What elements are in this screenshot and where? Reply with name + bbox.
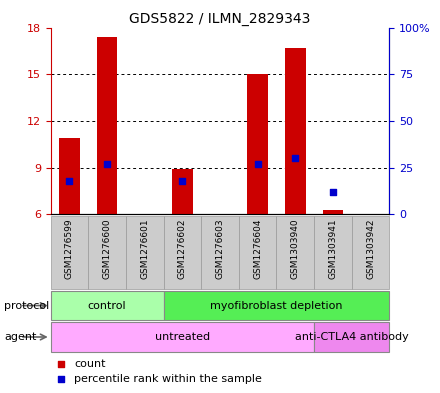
Point	[254, 161, 261, 167]
Text: GSM1276604: GSM1276604	[253, 219, 262, 279]
Text: GSM1276600: GSM1276600	[103, 219, 112, 279]
Text: GDS5822 / ILMN_2829343: GDS5822 / ILMN_2829343	[129, 12, 311, 26]
Text: GSM1276602: GSM1276602	[178, 219, 187, 279]
Bar	[323, 209, 343, 214]
Point	[103, 161, 110, 167]
Point	[292, 155, 299, 162]
Bar	[314, 216, 352, 289]
Bar	[126, 216, 164, 289]
Point	[309, 278, 316, 285]
Text: anti-CTLA4 antibody: anti-CTLA4 antibody	[295, 332, 409, 342]
Bar	[51, 291, 164, 320]
Text: myofibroblast depletion: myofibroblast depletion	[210, 301, 343, 310]
Text: count: count	[74, 358, 106, 369]
Text: untreated: untreated	[155, 332, 210, 342]
Bar	[276, 216, 314, 289]
Text: GSM1303941: GSM1303941	[328, 219, 337, 279]
Bar	[51, 216, 88, 289]
Bar	[247, 74, 268, 214]
Bar	[314, 322, 389, 352]
Bar	[88, 216, 126, 289]
Bar	[239, 216, 276, 289]
Bar	[97, 37, 117, 214]
Text: GSM1303942: GSM1303942	[366, 219, 375, 279]
Point	[309, 137, 316, 143]
Text: agent: agent	[4, 332, 37, 342]
Bar	[352, 216, 389, 289]
Bar	[164, 216, 201, 289]
Point	[330, 189, 337, 195]
Text: GSM1303940: GSM1303940	[291, 219, 300, 279]
Bar	[201, 216, 239, 289]
Point	[66, 178, 73, 184]
Text: GSM1276599: GSM1276599	[65, 219, 74, 279]
Text: protocol: protocol	[4, 301, 50, 310]
Point	[179, 178, 186, 184]
Text: percentile rank within the sample: percentile rank within the sample	[74, 374, 262, 384]
Text: GSM1276603: GSM1276603	[216, 219, 224, 279]
Text: GSM1276601: GSM1276601	[140, 219, 149, 279]
Bar	[164, 291, 389, 320]
Bar	[51, 322, 314, 352]
Text: control: control	[88, 301, 126, 310]
Bar	[59, 138, 80, 214]
Bar	[172, 169, 193, 214]
Bar	[285, 48, 306, 214]
